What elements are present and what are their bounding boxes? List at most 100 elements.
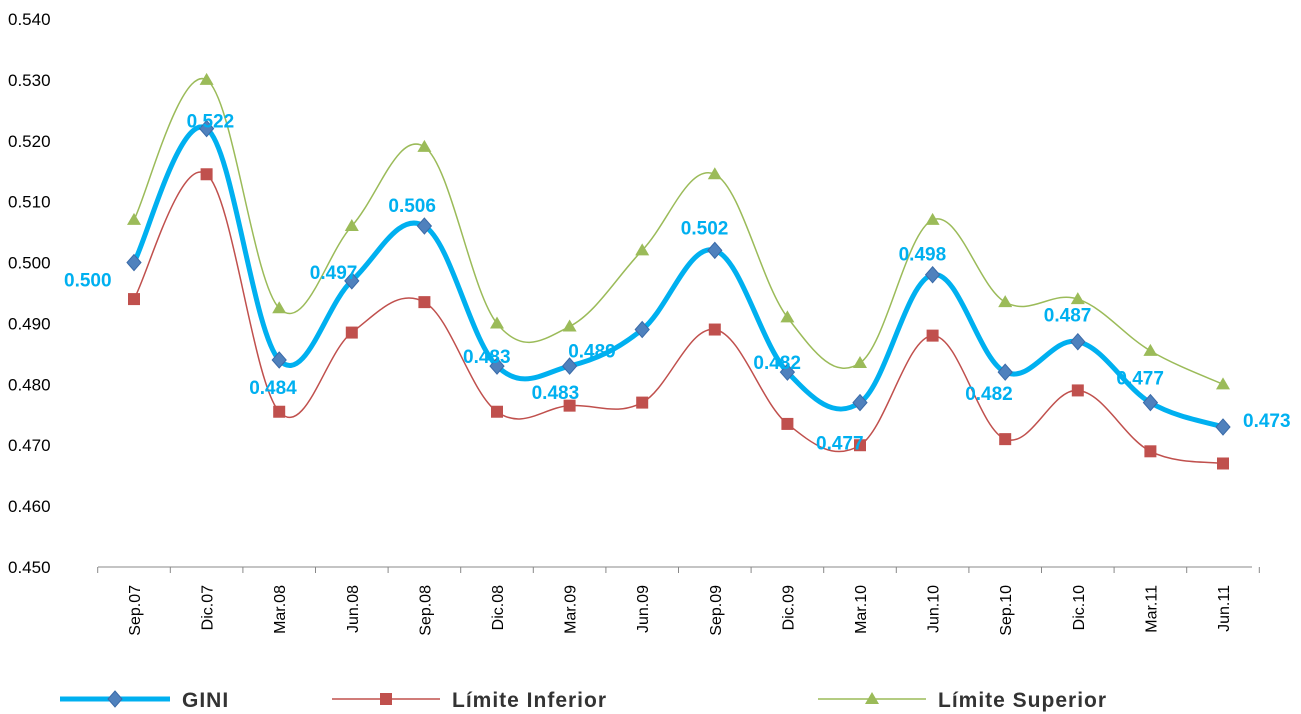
y-tick-label: 0.450 xyxy=(8,558,51,577)
point-gini xyxy=(779,363,796,381)
series-line-limite-superior xyxy=(133,77,1224,386)
x-tick-label: Mar.08 xyxy=(272,585,289,634)
x-tick-label: Mar.10 xyxy=(853,585,870,634)
point-gini xyxy=(852,393,868,412)
x-tick-label: Jun.11 xyxy=(1216,585,1233,632)
data-label-gini: 0.489 xyxy=(568,342,616,363)
x-tick-label: Dic.07 xyxy=(200,585,217,630)
data-label-gini: 0.483 xyxy=(532,383,580,404)
point-gini xyxy=(561,357,578,375)
legend-marker-gini xyxy=(107,690,123,708)
point-gini xyxy=(198,119,215,138)
point-limite-inferior xyxy=(418,296,431,309)
x-tick-label: Sep.09 xyxy=(708,585,725,636)
data-label-gini: 0.477 xyxy=(816,434,864,455)
x-tick-label: Sep.07 xyxy=(127,585,144,636)
point-limite-superior xyxy=(1143,343,1158,356)
legend-label-gini: GINI xyxy=(182,689,229,712)
point-limite-inferior xyxy=(999,433,1012,446)
x-axis: Sep.07 Dic.07 Mar.08 Jun.08 Sep.08 Dic.08 Mar.… xyxy=(97,567,1260,636)
point-gini xyxy=(271,351,287,369)
legend-label-limite-inferior: Límite Inferior xyxy=(452,689,607,712)
point-gini xyxy=(1142,393,1159,412)
point-limite-superior xyxy=(199,72,214,85)
point-limite-superior xyxy=(562,319,577,332)
point-gini xyxy=(489,357,505,375)
point-limite-inferior xyxy=(1144,445,1157,458)
y-tick-label: 0.470 xyxy=(8,436,51,455)
point-gini xyxy=(997,363,1013,381)
data-label-gini: 0.482 xyxy=(965,384,1013,405)
data-label-gini: 0.502 xyxy=(681,218,729,239)
point-gini xyxy=(1070,332,1086,351)
x-tick-label: Jun.08 xyxy=(345,585,362,633)
point-gini xyxy=(924,265,941,284)
legend-marker-limite-inferior xyxy=(380,693,392,705)
data-label-gini: 0.483 xyxy=(463,347,511,368)
point-limite-inferior xyxy=(854,439,866,452)
point-limite-superior xyxy=(344,219,359,232)
point-limite-inferior xyxy=(1217,457,1229,470)
data-label-gini: 0.484 xyxy=(249,378,297,399)
point-limite-superior xyxy=(417,139,432,152)
point-limite-superior xyxy=(1070,292,1085,305)
y-tick-label: 0.480 xyxy=(8,375,51,394)
point-limite-superior xyxy=(853,356,867,369)
point-limite-superior xyxy=(490,316,504,329)
point-gini xyxy=(344,272,360,290)
point-limite-inferior xyxy=(563,399,576,412)
x-tick-label: Sep.10 xyxy=(998,585,1015,636)
point-limite-inferior xyxy=(1071,384,1084,397)
data-label-gini: 0.482 xyxy=(753,353,801,374)
point-limite-inferior xyxy=(926,329,939,342)
data-label-gini: 0.487 xyxy=(1044,306,1092,327)
point-limite-inferior xyxy=(491,405,503,418)
data-label-gini: 0.506 xyxy=(388,196,436,217)
data-labels: 0.500 0.522 0.484 0.497 0.506 0.483 0.483 0.489… xyxy=(64,112,1291,455)
point-gini xyxy=(416,217,433,235)
point-limite-superior xyxy=(272,301,287,314)
point-limite-inferior xyxy=(781,417,794,430)
series-lines xyxy=(131,77,1224,465)
point-gini xyxy=(634,320,650,339)
point-limite-inferior xyxy=(708,323,721,336)
y-tick-label: 0.510 xyxy=(8,193,51,212)
x-tick-label: Sep.08 xyxy=(417,585,434,636)
y-tick-label: 0.500 xyxy=(8,254,51,273)
x-tick-label: Dic.10 xyxy=(1071,585,1088,630)
point-limite-superior xyxy=(635,243,650,256)
point-gini xyxy=(707,241,723,260)
point-limite-superior xyxy=(707,167,722,180)
series-markers xyxy=(126,72,1231,470)
legend: GINI Límite Inferior Límite Superior xyxy=(60,689,1107,712)
data-label-gini: 0.500 xyxy=(64,271,112,292)
y-tick-label: 0.490 xyxy=(8,314,51,333)
x-tick-label: Mar.11 xyxy=(1143,585,1160,633)
point-gini xyxy=(126,253,142,272)
x-tick-label: Dic.08 xyxy=(490,585,507,630)
y-tick-label: 0.460 xyxy=(8,497,51,516)
x-tick-label: Jun.10 xyxy=(926,585,943,633)
point-limite-inferior xyxy=(345,326,358,339)
data-label-gini: 0.473 xyxy=(1243,411,1291,432)
x-tick-label: Mar.09 xyxy=(563,585,580,634)
data-label-gini: 0.497 xyxy=(310,263,358,284)
point-gini xyxy=(1215,418,1231,436)
point-limite-superior xyxy=(780,310,795,323)
point-limite-superior xyxy=(998,295,1013,308)
point-limite-superior xyxy=(925,212,940,225)
y-axis: 0.450 0.460 0.470 0.480 0.490 0.500 0.510 0.520… xyxy=(8,10,51,577)
point-limite-inferior xyxy=(128,293,140,306)
legend-marker-limite-superior xyxy=(865,692,879,704)
x-tick-label: Dic.09 xyxy=(780,585,797,630)
point-limite-inferior xyxy=(273,405,286,418)
data-label-gini: 0.522 xyxy=(187,112,235,133)
legend-label-limite-superior: Límite Superior xyxy=(938,689,1107,712)
x-tick-label: Jun.09 xyxy=(635,585,652,633)
y-tick-label: 0.540 xyxy=(8,10,51,29)
point-limite-inferior xyxy=(636,396,649,409)
point-limite-inferior xyxy=(200,168,213,181)
data-label-gini: 0.477 xyxy=(1116,369,1164,390)
point-limite-superior xyxy=(127,212,141,225)
